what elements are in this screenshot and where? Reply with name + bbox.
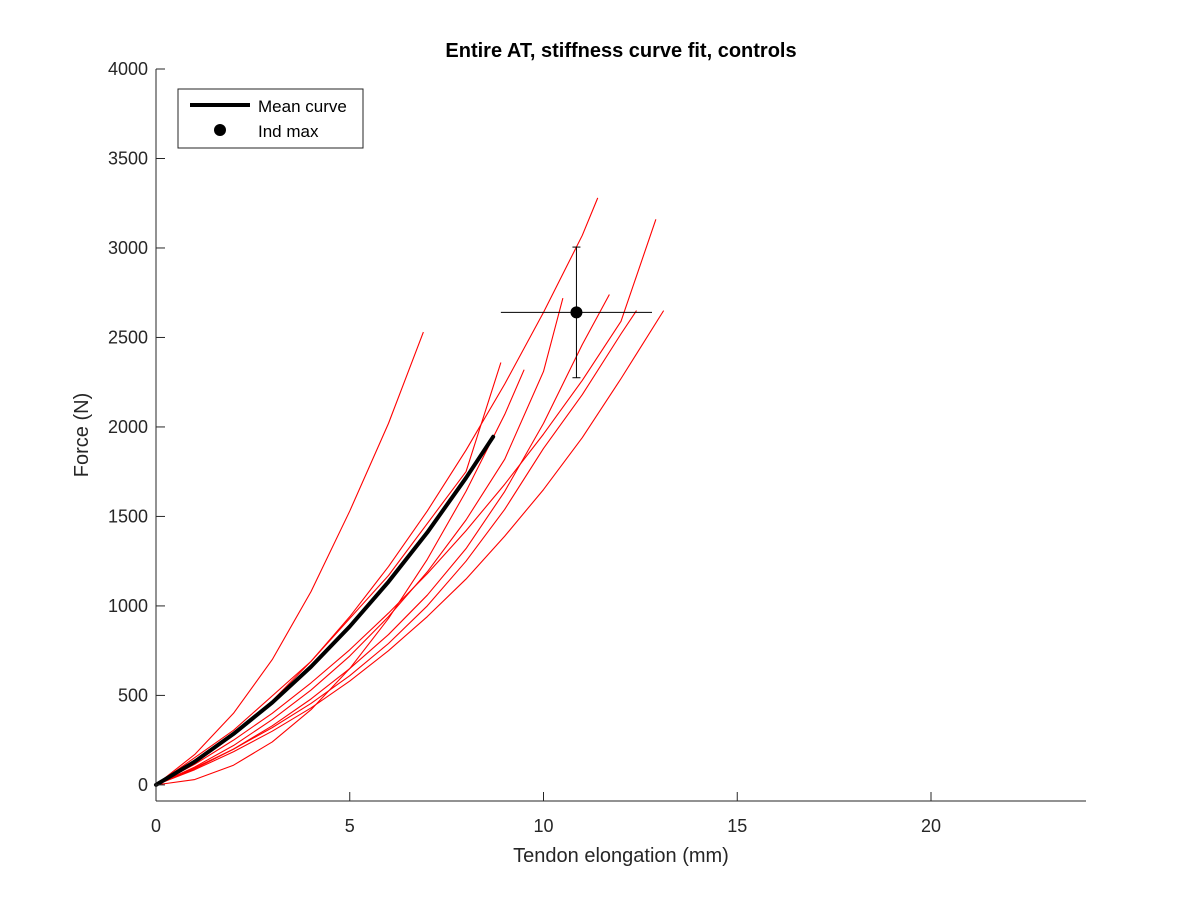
legend-mean-label: Mean curve: [258, 97, 347, 116]
chart-title: Entire AT, stiffness curve fit, controls: [445, 40, 796, 62]
individual-curve-5: [155, 297, 564, 786]
y-tick-label: 500: [118, 685, 148, 705]
ind-max-point: [570, 306, 583, 319]
x-ticks: 0 5 10 15 20: [151, 792, 941, 836]
y-tick-label: 3500: [108, 148, 148, 168]
individual-curve-4: [155, 362, 502, 786]
individual-curve-6: [155, 369, 525, 786]
y-ticks: 0 500 1000 1500 2000 2500 3000 3500 4000: [108, 59, 165, 795]
axes: [155, 69, 1086, 802]
y-tick-label: 3000: [108, 238, 148, 258]
individual-curve-8: [155, 310, 637, 786]
x-tick-label: 20: [921, 816, 941, 836]
y-axis-label: Force (N): [71, 393, 93, 477]
x-axis-label: Tendon elongation (mm): [513, 845, 729, 867]
individual-curve-9: [155, 310, 665, 786]
y-tick-label: 4000: [108, 59, 148, 79]
legend-box: [177, 88, 364, 149]
x-tick-label: 0: [151, 816, 161, 836]
y-tick-label: 2000: [108, 417, 148, 437]
individual-curve-7: [155, 294, 610, 786]
y-tick-label: 0: [138, 775, 148, 795]
individual-curve-3: [155, 219, 657, 786]
legend-ind-max-marker: [214, 124, 226, 136]
y-tick-label: 1500: [108, 506, 148, 526]
legend: Mean curve Ind max: [177, 88, 364, 149]
y-tick-label: 2500: [108, 327, 148, 347]
plot-area: [154, 197, 665, 787]
legend-ind-max-label: Ind max: [258, 122, 319, 141]
mean-curve: [154, 434, 496, 787]
x-tick-label: 10: [533, 816, 553, 836]
x-tick-label: 15: [727, 816, 747, 836]
y-tick-label: 1000: [108, 596, 148, 616]
individual-curve-2: [155, 197, 599, 786]
individual-curve-1: [155, 331, 424, 786]
x-tick-label: 5: [345, 816, 355, 836]
